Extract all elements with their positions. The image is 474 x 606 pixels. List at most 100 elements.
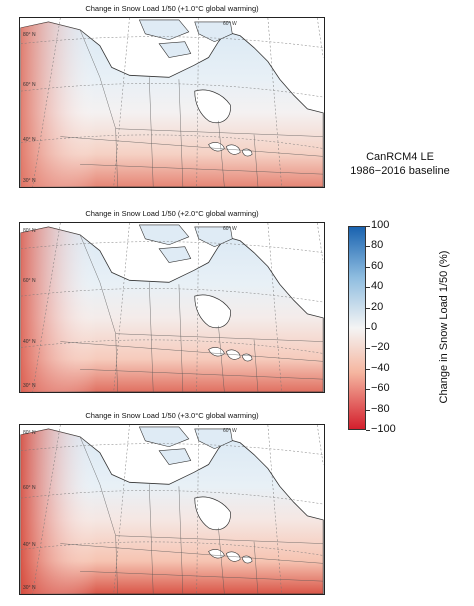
arctic-island — [138, 224, 190, 246]
colorbar-tick-label: 0 — [371, 321, 378, 333]
border-line — [218, 120, 225, 187]
lat-label-30: 30° N — [23, 383, 36, 389]
arctic-island — [194, 226, 233, 248]
border-line — [80, 164, 324, 175]
colorbar-tick — [366, 246, 370, 248]
border-line — [178, 284, 184, 392]
graticule-line — [113, 425, 130, 594]
baseline-annotation: CanRCM4 LE 1986−2016 baseline — [335, 150, 465, 178]
border-line — [79, 234, 118, 392]
colorbar-tick-label: 20 — [371, 300, 384, 313]
border-line — [149, 484, 154, 594]
colorbar-tick — [366, 368, 370, 370]
colorbar — [348, 226, 366, 430]
graticule-line — [267, 18, 282, 187]
border-line — [149, 282, 154, 392]
arctic-island — [158, 448, 192, 465]
lat-label-40: 40° N — [23, 542, 36, 548]
panel-title: Change in Snow Load 1/50 (+3.0°C global … — [85, 411, 259, 420]
hudson-bay — [194, 294, 231, 329]
border-line — [80, 571, 324, 582]
colorbar-tick-label: −100 — [371, 423, 396, 435]
border-line — [253, 339, 259, 392]
colorbar-tick-label: 80 — [371, 239, 384, 252]
graticule-line — [20, 36, 324, 48]
map-frame: 80° N 60° N 40° N 30° N 60° W — [19, 222, 325, 393]
graticule-line — [32, 223, 61, 392]
map-frame: 80° N 60° N 40° N 30° N 60° W — [19, 17, 325, 188]
lon-label-60w: 60° W — [223, 21, 237, 27]
colorbar-tick-label: 60 — [371, 259, 384, 272]
lat-label-80: 80° N — [23, 228, 36, 234]
map-image — [20, 425, 324, 594]
graticule-line — [32, 18, 61, 187]
graticule-line — [317, 223, 324, 263]
lat-label-40: 40° N — [23, 137, 36, 143]
hudson-bay — [194, 496, 231, 531]
arctic-island — [194, 428, 233, 450]
colorbar-tick — [366, 287, 370, 289]
graticule-line — [20, 443, 324, 455]
lat-label-80: 80° N — [23, 430, 36, 436]
map-image — [20, 18, 324, 187]
colorbar-tick — [366, 266, 370, 268]
arctic-island — [138, 426, 190, 448]
arctic-island — [158, 41, 192, 58]
graticule-line — [317, 425, 324, 465]
map-frame: 80° N 60° N 40° N 30° N 60° W — [19, 424, 325, 595]
lat-label-80: 80° N — [23, 32, 36, 38]
colorbar-tick-label: −20 — [371, 341, 390, 354]
lat-label-40: 40° N — [23, 339, 36, 345]
colorbar-tick — [366, 348, 370, 350]
graticule-line — [20, 490, 324, 505]
border-line — [178, 486, 184, 594]
graticule-line — [113, 18, 130, 187]
graticule-line — [20, 134, 324, 149]
baseline-label: 1986−2016 baseline — [350, 165, 450, 177]
lon-label-60w: 60° W — [223, 428, 237, 434]
border-line — [253, 541, 259, 594]
arctic-island — [158, 246, 192, 263]
border-line — [178, 79, 184, 187]
colorbar-tick-label: 100 — [371, 219, 390, 231]
colorbar-title: Change in Snow Load 1/50 (%) — [438, 250, 450, 404]
colorbar-tick-label: 40 — [371, 280, 384, 293]
colorbar-tick — [366, 226, 370, 227]
colorbar-tick — [366, 389, 370, 391]
border-line — [79, 436, 118, 594]
graticule-line — [20, 83, 324, 98]
colorbar-tick — [366, 430, 370, 431]
arctic-island — [194, 21, 233, 43]
lat-label-30: 30° N — [23, 585, 36, 591]
graticule-line — [20, 541, 324, 556]
model-label: CanRCM4 LE — [366, 151, 434, 163]
border-line — [253, 134, 259, 187]
graticule-line — [196, 18, 199, 187]
border-line — [60, 543, 324, 564]
border-line — [60, 341, 324, 362]
graticule-line — [20, 288, 324, 303]
graticule-line — [32, 425, 61, 594]
colorbar-tick-label: −60 — [371, 382, 390, 395]
colorbar-tick-label: −40 — [371, 361, 390, 374]
lon-label-60w: 60° W — [223, 226, 237, 232]
graticule-line — [267, 425, 282, 594]
border-line — [80, 369, 324, 380]
graticule-line — [267, 223, 282, 392]
colorbar-tick — [366, 328, 370, 329]
colorbar-tick — [366, 307, 370, 309]
border-line — [79, 29, 118, 187]
map-image — [20, 223, 324, 392]
graticule-line — [20, 339, 324, 354]
graticule-line — [113, 223, 130, 392]
lat-label-60: 60° N — [23, 485, 36, 491]
graticule-line — [196, 425, 199, 594]
border-line — [218, 325, 225, 392]
border-line — [218, 527, 225, 594]
colorbar-tick-label: −80 — [371, 402, 390, 415]
graticule-line — [196, 223, 199, 392]
arctic-island — [138, 19, 190, 41]
border-line — [149, 77, 154, 187]
panel-title: Change in Snow Load 1/50 (+1.0°C global … — [85, 4, 259, 13]
graticule-line — [317, 18, 324, 58]
